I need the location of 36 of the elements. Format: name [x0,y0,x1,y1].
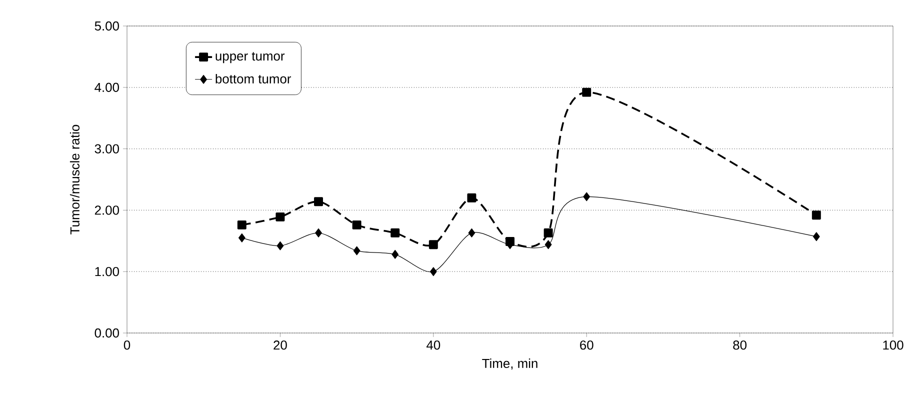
point [353,246,360,256]
x-axis-title: Time, min [482,358,538,370]
point [390,228,400,238]
y-tick-label: 2.00 [94,206,119,215]
point [467,193,476,202]
point [430,267,437,276]
point [237,220,246,230]
point [238,233,246,242]
legend-label: bottom tumor [216,74,292,84]
point [352,220,362,230]
y-tick-label: 0.00 [94,328,119,338]
point [544,228,553,238]
legend-label: upper tumor [216,52,285,64]
y-axis-title: Tumor/muscle ratio [70,124,80,234]
point [392,250,399,259]
x-tick-label: 60 [580,340,594,350]
x-tick-label: 0 [124,340,130,350]
point [276,212,285,222]
point [276,241,284,250]
y-tick-label: 4.00 [94,82,119,92]
point [812,232,820,242]
x-tick-label: 80 [733,340,747,350]
point [544,240,552,250]
x-tick-label: 20 [274,340,287,350]
point [582,88,592,97]
point [583,192,590,202]
point [314,197,323,206]
point [468,228,476,238]
y-tick-label: 3.00 [94,144,119,154]
point [812,210,821,220]
point [428,240,438,250]
x-tick-label: 40 [426,340,440,350]
point [315,228,322,238]
y-tick-label: 1.00 [95,267,119,276]
x-tick-label: 100 [883,340,904,350]
y-tick-label: 5.00 [94,21,119,31]
